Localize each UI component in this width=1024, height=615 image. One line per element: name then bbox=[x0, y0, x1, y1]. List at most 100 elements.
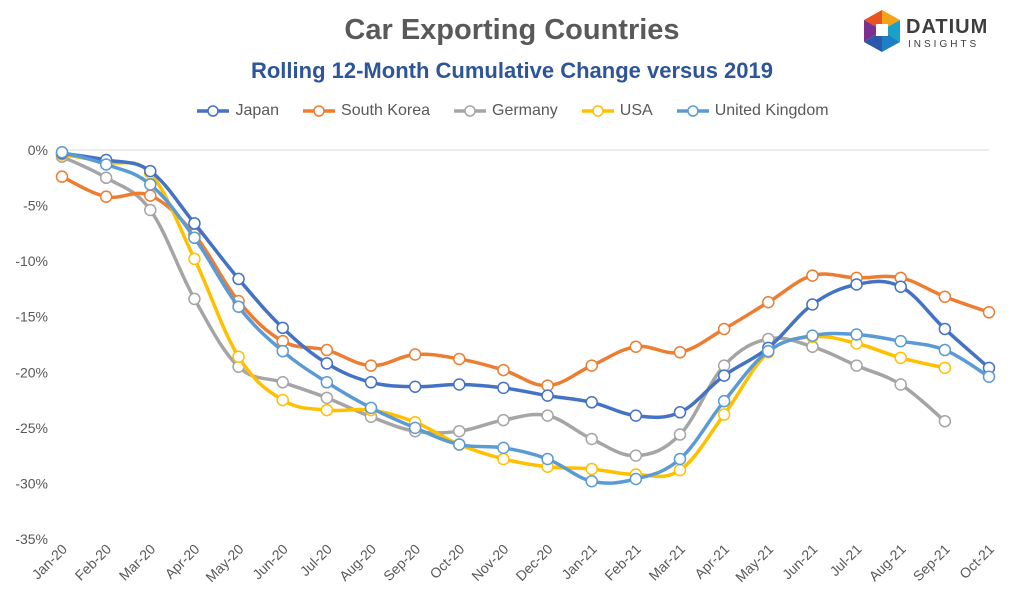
data-point-south-korea bbox=[453, 352, 466, 366]
data-point-united-kingdom bbox=[850, 328, 863, 341]
series-line-usa bbox=[60, 152, 947, 479]
data-point-united-kingdom bbox=[232, 300, 245, 313]
data-point-usa bbox=[585, 462, 598, 476]
data-point-germany bbox=[938, 414, 952, 428]
legend-label-japan: Japan bbox=[235, 102, 280, 119]
data-point-united-kingdom bbox=[673, 452, 687, 466]
data-point-united-kingdom bbox=[99, 158, 113, 171]
data-point-germany bbox=[453, 424, 466, 438]
logo-sub: INSIGHTS bbox=[908, 39, 980, 50]
x-tick-label: Feb-21 bbox=[601, 541, 644, 584]
data-point-united-kingdom bbox=[364, 401, 378, 415]
data-point-south-korea bbox=[364, 359, 378, 372]
y-tick-label: -5% bbox=[23, 198, 48, 214]
y-tick-label: -20% bbox=[15, 364, 48, 380]
data-point-japan bbox=[276, 321, 289, 335]
data-point-usa bbox=[497, 452, 510, 466]
series-south-korea bbox=[55, 170, 996, 392]
data-point-japan bbox=[497, 381, 510, 395]
x-tick-label: Oct-21 bbox=[956, 541, 997, 582]
logo-word: DATIUM bbox=[906, 16, 989, 38]
data-point-japan bbox=[320, 357, 334, 370]
data-point-japan bbox=[894, 280, 907, 293]
data-point-usa bbox=[717, 408, 731, 421]
data-point-south-korea bbox=[762, 296, 775, 309]
data-point-japan bbox=[850, 278, 863, 291]
data-point-germany bbox=[673, 428, 687, 441]
data-point-united-kingdom bbox=[276, 344, 289, 358]
legend-item-south-korea: South Korea bbox=[301, 102, 430, 120]
data-point-united-kingdom bbox=[585, 474, 598, 488]
data-point-south-korea bbox=[99, 190, 113, 203]
data-point-united-kingdom bbox=[894, 334, 907, 348]
data-point-japan bbox=[629, 409, 643, 422]
data-point-japan bbox=[806, 298, 819, 311]
data-point-usa bbox=[938, 361, 952, 375]
y-tick-label: 0% bbox=[28, 142, 48, 158]
x-tick-label: Apr-20 bbox=[162, 541, 203, 582]
legend-item-united-kingdom: United Kingdom bbox=[675, 102, 829, 120]
data-point-japan bbox=[717, 369, 731, 382]
legend-label-south-korea: South Korea bbox=[341, 102, 430, 119]
data-point-south-korea bbox=[982, 306, 996, 319]
data-point-united-kingdom bbox=[453, 438, 466, 451]
legend: Japan South Korea Germany USA United Kin… bbox=[0, 102, 1024, 120]
data-point-japan bbox=[585, 396, 598, 409]
y-tick-label: -30% bbox=[15, 475, 48, 491]
x-tick-label: Jul-21 bbox=[826, 541, 864, 579]
data-point-japan bbox=[541, 389, 554, 402]
data-point-japan bbox=[673, 406, 687, 419]
chart-subtitle: Rolling 12-Month Cumulative Change versu… bbox=[250, 58, 773, 83]
data-point-germany bbox=[894, 378, 907, 391]
data-point-united-kingdom bbox=[806, 329, 819, 342]
series-united-kingdom bbox=[55, 145, 996, 488]
data-point-japan bbox=[453, 378, 466, 391]
data-point-united-kingdom bbox=[144, 178, 157, 191]
data-point-germany bbox=[585, 432, 598, 446]
legend-label-usa: USA bbox=[619, 102, 653, 119]
data-point-usa bbox=[673, 463, 687, 477]
data-point-usa bbox=[232, 350, 245, 363]
series-line-united-kingdom bbox=[60, 150, 991, 485]
data-point-japan bbox=[364, 376, 378, 389]
series-line-japan bbox=[60, 151, 991, 420]
legend-label-united-kingdom: United Kingdom bbox=[714, 102, 829, 119]
data-point-usa bbox=[188, 252, 201, 266]
x-tick-label: Mar-21 bbox=[645, 541, 688, 584]
series-layer bbox=[55, 145, 996, 488]
data-point-japan bbox=[408, 380, 422, 393]
series-line-south-korea bbox=[60, 174, 991, 388]
y-tick-label: -35% bbox=[15, 531, 48, 547]
data-point-united-kingdom bbox=[497, 441, 510, 455]
data-point-south-korea bbox=[717, 322, 731, 336]
x-tick-label: Jan-21 bbox=[558, 541, 600, 583]
legend-item-usa: USA bbox=[580, 102, 653, 120]
data-point-united-kingdom bbox=[938, 343, 952, 357]
legend-swatch-germany bbox=[454, 105, 486, 117]
legend-swatch-south-korea bbox=[303, 105, 336, 117]
data-point-usa bbox=[320, 403, 334, 417]
data-point-south-korea bbox=[806, 269, 819, 282]
data-point-united-kingdom bbox=[541, 452, 554, 466]
data-point-japan bbox=[232, 272, 245, 286]
data-point-south-korea bbox=[497, 363, 510, 377]
y-tick-label: -15% bbox=[15, 309, 48, 325]
legend-swatch-united-kingdom bbox=[676, 105, 709, 117]
data-point-south-korea bbox=[938, 290, 952, 303]
data-point-south-korea bbox=[585, 359, 598, 372]
data-point-germany bbox=[541, 409, 554, 422]
data-point-japan bbox=[938, 322, 952, 336]
data-point-south-korea bbox=[673, 346, 687, 359]
data-point-germany bbox=[144, 203, 157, 217]
x-tick-label: Dec-20 bbox=[512, 541, 555, 584]
data-point-germany bbox=[629, 449, 643, 462]
x-tick-label: Sep-20 bbox=[380, 541, 423, 584]
data-point-united-kingdom bbox=[762, 344, 775, 358]
data-point-united-kingdom bbox=[188, 231, 201, 245]
data-point-germany bbox=[99, 171, 113, 185]
series-usa bbox=[55, 148, 952, 481]
data-point-germany bbox=[850, 359, 863, 372]
logo-mark-icon bbox=[864, 10, 900, 52]
x-tick-label: May-21 bbox=[732, 541, 776, 585]
